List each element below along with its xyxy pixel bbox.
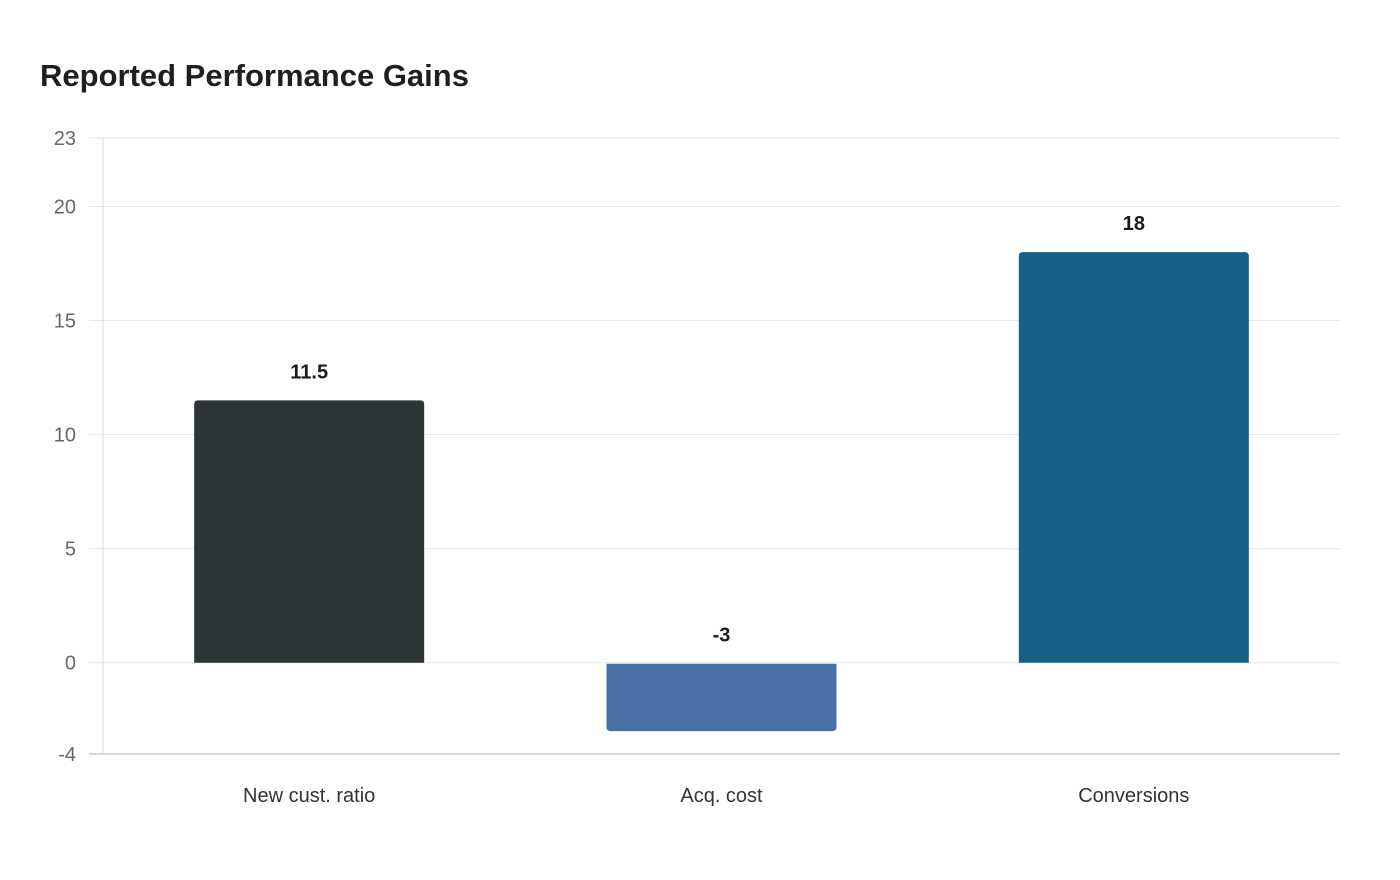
data-label: 18: [1123, 213, 1145, 235]
y-tick-label: 10: [54, 425, 76, 447]
axes: [89, 138, 1340, 755]
bars: [194, 252, 1249, 732]
data-label: 11.5: [290, 361, 328, 383]
y-tick-label: -4: [58, 744, 76, 766]
data-label: -3: [713, 625, 731, 647]
x-category-label: Acq. cost: [680, 785, 763, 807]
y-tick-label: 20: [54, 196, 76, 218]
bar-2: [606, 663, 837, 732]
labels: -4 0 5 10 15 20 23 11.5 New cust. ratio -3 Acq. co…: [54, 128, 1190, 807]
x-category-label: Conversions: [1078, 785, 1189, 807]
y-tick-label: 23: [54, 128, 76, 150]
y-tick-label: 0: [65, 653, 76, 675]
bar-1: [194, 400, 425, 663]
y-tick-label: 5: [65, 539, 76, 561]
y-tick-label: 15: [54, 311, 76, 333]
bar-3: [1018, 252, 1249, 663]
x-category-label: New cust. ratio: [243, 785, 375, 807]
chart-title: Reported Performance Gains: [40, 58, 469, 93]
